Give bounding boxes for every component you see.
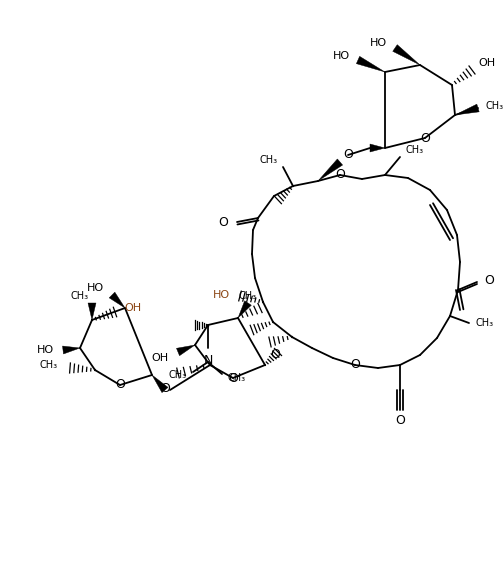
Text: HO: HO	[87, 283, 104, 293]
Text: CH₃: CH₃	[239, 291, 257, 301]
Polygon shape	[393, 44, 420, 65]
Text: O: O	[218, 216, 228, 229]
Polygon shape	[109, 292, 125, 308]
Polygon shape	[88, 303, 96, 320]
Polygon shape	[370, 144, 385, 152]
Polygon shape	[356, 56, 385, 72]
Text: OH: OH	[151, 353, 168, 363]
Text: N: N	[203, 354, 213, 367]
Text: O: O	[160, 382, 170, 395]
Text: CH₃: CH₃	[169, 370, 187, 380]
Text: HO: HO	[333, 51, 350, 61]
Polygon shape	[455, 104, 479, 115]
Text: OH: OH	[124, 303, 141, 313]
Text: O: O	[350, 359, 360, 372]
Text: O: O	[395, 413, 405, 427]
Polygon shape	[176, 345, 195, 356]
Text: O: O	[270, 348, 280, 361]
Text: CH₃: CH₃	[405, 145, 423, 155]
Text: HO: HO	[370, 38, 387, 48]
Polygon shape	[238, 301, 251, 318]
Text: HO: HO	[37, 345, 54, 355]
Text: O: O	[335, 168, 345, 181]
Text: CH₃: CH₃	[71, 291, 89, 301]
Text: O: O	[115, 378, 125, 391]
Text: O: O	[228, 372, 238, 385]
Text: O: O	[420, 132, 430, 145]
Text: O: O	[343, 149, 353, 162]
Text: O: O	[484, 274, 494, 287]
Polygon shape	[62, 346, 80, 354]
Text: HO: HO	[213, 290, 230, 300]
Polygon shape	[318, 159, 343, 181]
Text: CH₃: CH₃	[476, 318, 494, 328]
Text: OH: OH	[478, 58, 495, 68]
Text: CH₃: CH₃	[40, 360, 58, 370]
Text: CH₃: CH₃	[228, 373, 246, 383]
Text: CH₃: CH₃	[260, 155, 278, 165]
Polygon shape	[152, 375, 168, 392]
Text: CH₃: CH₃	[486, 101, 504, 111]
